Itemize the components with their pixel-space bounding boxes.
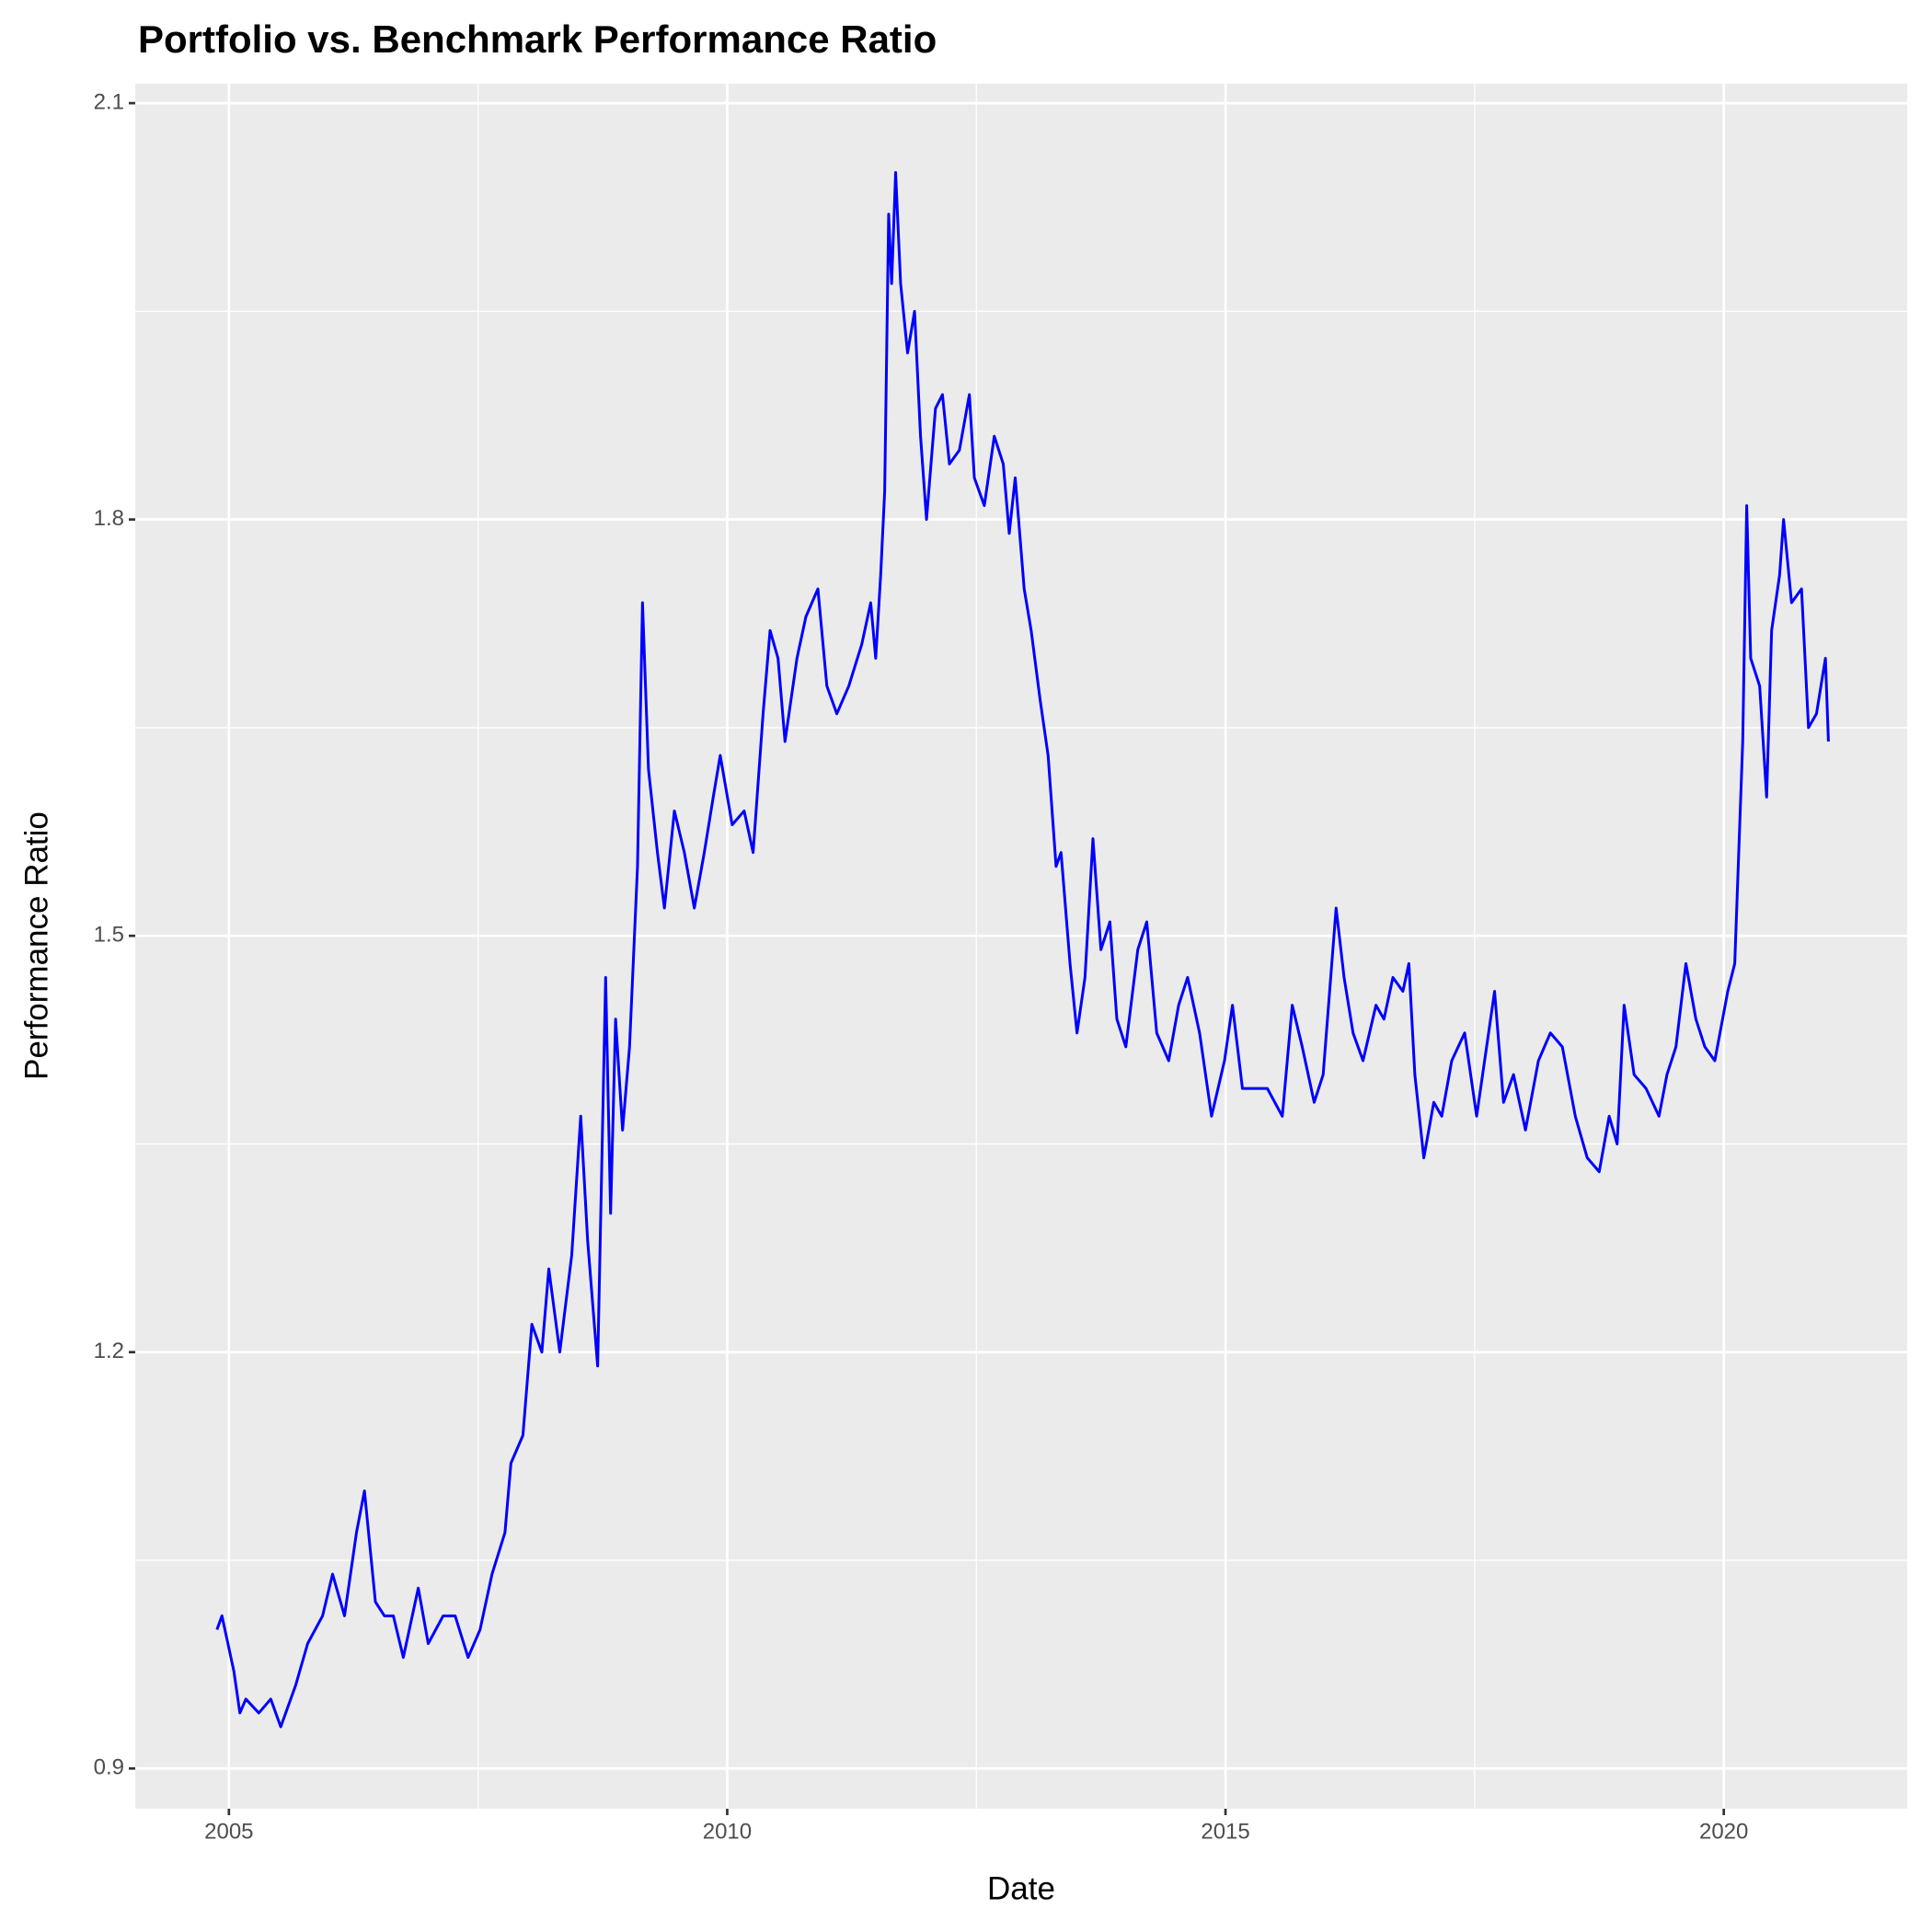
chart-title: Portfolio vs. Benchmark Performance Rati… — [138, 17, 937, 61]
x-tick-label: 2020 — [1699, 1819, 1748, 1844]
x-axis-title: Date — [987, 1870, 1055, 1906]
y-tick-label: 1.8 — [94, 506, 124, 531]
x-tick-label: 2005 — [204, 1819, 253, 1844]
y-axis-title: Performance Ratio — [18, 811, 54, 1080]
y-tick-label: 1.2 — [94, 1339, 124, 1363]
x-tick-label: 2015 — [1201, 1819, 1249, 1844]
line — [215, 171, 1830, 1729]
y-tick-label: 0.9 — [94, 1755, 124, 1780]
y-tick-label: 2.1 — [94, 89, 124, 114]
y-tick-label: 1.5 — [94, 923, 124, 948]
x-tick-label: 2010 — [703, 1819, 752, 1844]
panel — [135, 84, 1907, 1809]
